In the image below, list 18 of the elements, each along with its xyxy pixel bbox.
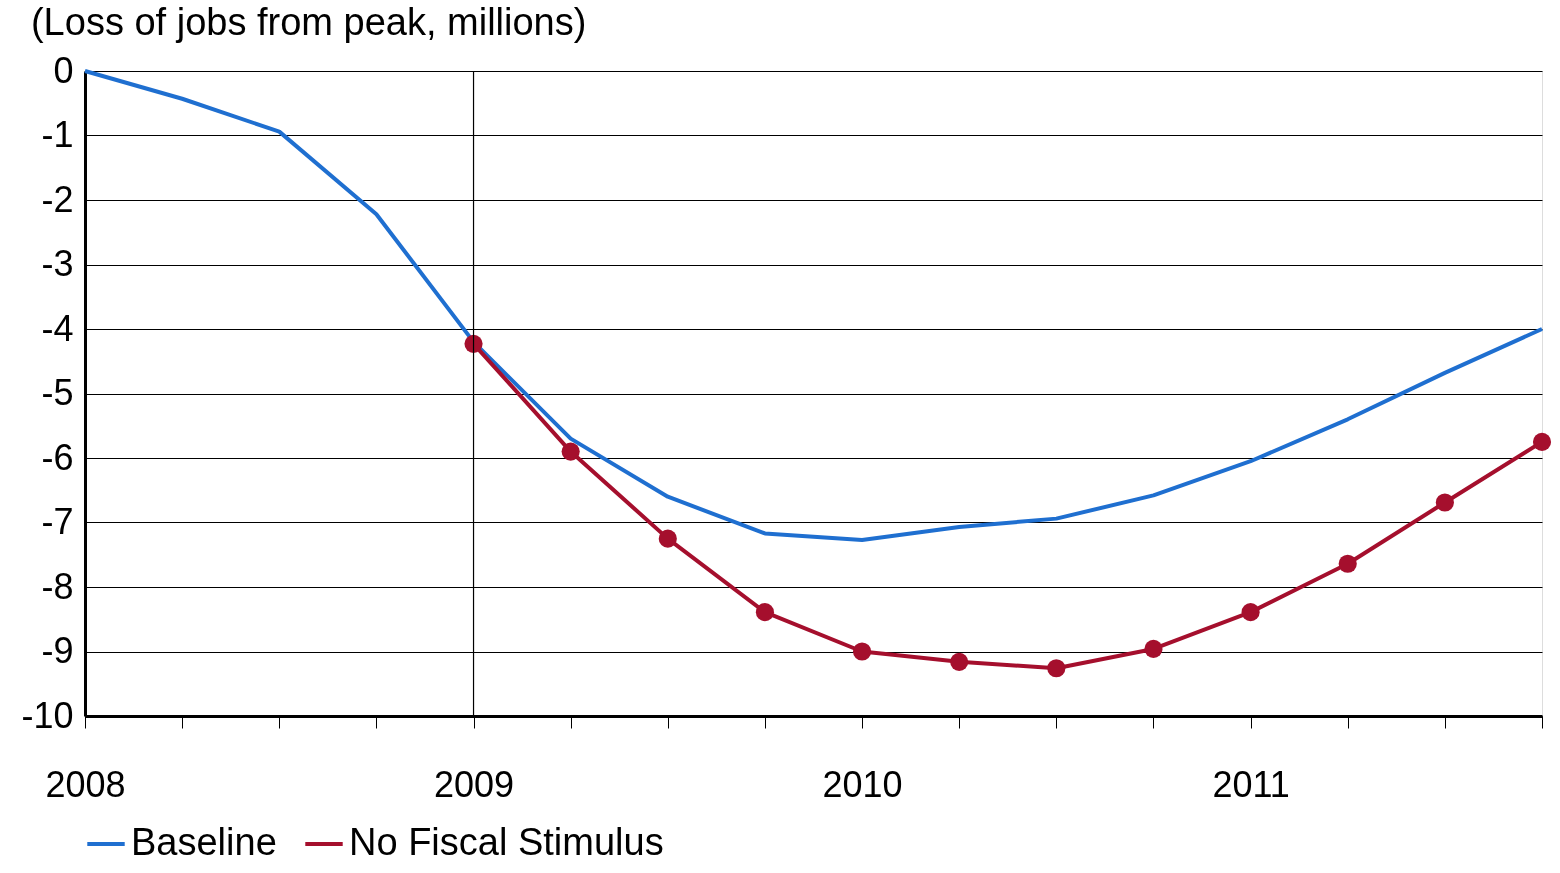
- legend-label: Baseline: [131, 821, 277, 863]
- y-tick-label: -4: [41, 307, 74, 349]
- y-tick-label: -1: [41, 114, 74, 155]
- chart-title: (Loss of jobs from peak, millions): [30, 1, 587, 43]
- y-tick-label: -5: [41, 372, 74, 413]
- x-tick-label: 2009: [433, 763, 515, 805]
- x-tick-label: 2008: [45, 763, 126, 805]
- y-tick-label: -6: [41, 436, 74, 478]
- y-tick-label: -2: [41, 178, 74, 220]
- y-tick-label: -3: [41, 243, 74, 284]
- y-tick-label: -7: [41, 501, 74, 542]
- y-tick-label: 0: [53, 49, 74, 91]
- y-tick-label: -9: [41, 630, 74, 671]
- legend-label: No Fiscal Stimulus: [349, 821, 664, 863]
- x-tick-label: 2010: [822, 763, 903, 805]
- y-tick-label: -8: [41, 565, 74, 607]
- y-tick-label: -10: [21, 694, 74, 736]
- x-tick-label: 2011: [1212, 763, 1290, 805]
